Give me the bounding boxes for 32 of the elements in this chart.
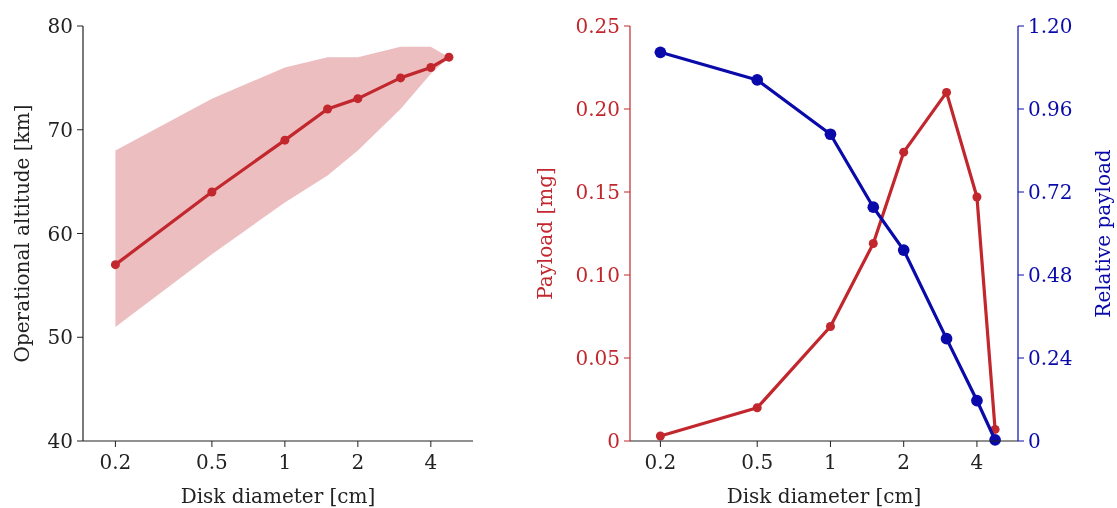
y-axis-title: Operational altitude [km] bbox=[10, 104, 34, 363]
y2-tick-label: 0.96 bbox=[1028, 97, 1073, 121]
x-tick-label: 0.2 bbox=[99, 450, 132, 474]
y-tick-label: 0 bbox=[607, 429, 620, 453]
y2-tick-label: 0.24 bbox=[1028, 346, 1073, 370]
x-tick-label: 1 bbox=[278, 450, 292, 474]
x-axis-title: Disk diameter [cm] bbox=[180, 484, 376, 508]
y-tick-label: 0.05 bbox=[575, 346, 620, 370]
y-tick-label: 0.10 bbox=[575, 263, 620, 287]
x-tick-label: 0.5 bbox=[741, 450, 774, 474]
y-tick-label: 50 bbox=[47, 325, 73, 350]
y-tick-label: 0.25 bbox=[575, 14, 620, 38]
y-tick-label: 40 bbox=[47, 429, 73, 453]
y-tick-label: 80 bbox=[47, 14, 73, 38]
y-tick-label: 60 bbox=[47, 221, 73, 246]
x-tick-label: 0.5 bbox=[195, 450, 228, 474]
x-axis-title: Disk diameter [cm] bbox=[726, 484, 922, 508]
y2-tick-label: 0 bbox=[1028, 429, 1041, 453]
y-axis-title: Payload [mg] bbox=[533, 167, 557, 300]
y-tick-label: 70 bbox=[47, 117, 73, 142]
y2-tick-label: 1.20 bbox=[1028, 14, 1073, 38]
x-tick-label: 4 bbox=[424, 450, 438, 474]
y2-axis-title: Relative payload bbox=[1091, 149, 1115, 318]
x-tick-label: 2 bbox=[897, 450, 911, 474]
x-tick-label: 2 bbox=[351, 450, 365, 474]
y-tick-label: 0.20 bbox=[575, 97, 620, 121]
y-tick-label: 0.15 bbox=[575, 180, 620, 204]
y2-tick-label: 0.48 bbox=[1028, 263, 1073, 287]
x-tick-label: 1 bbox=[824, 450, 837, 474]
x-tick-label: 0.2 bbox=[644, 450, 677, 474]
x-tick-label: 4 bbox=[970, 450, 984, 474]
y2-tick-label: 0.72 bbox=[1028, 180, 1073, 204]
